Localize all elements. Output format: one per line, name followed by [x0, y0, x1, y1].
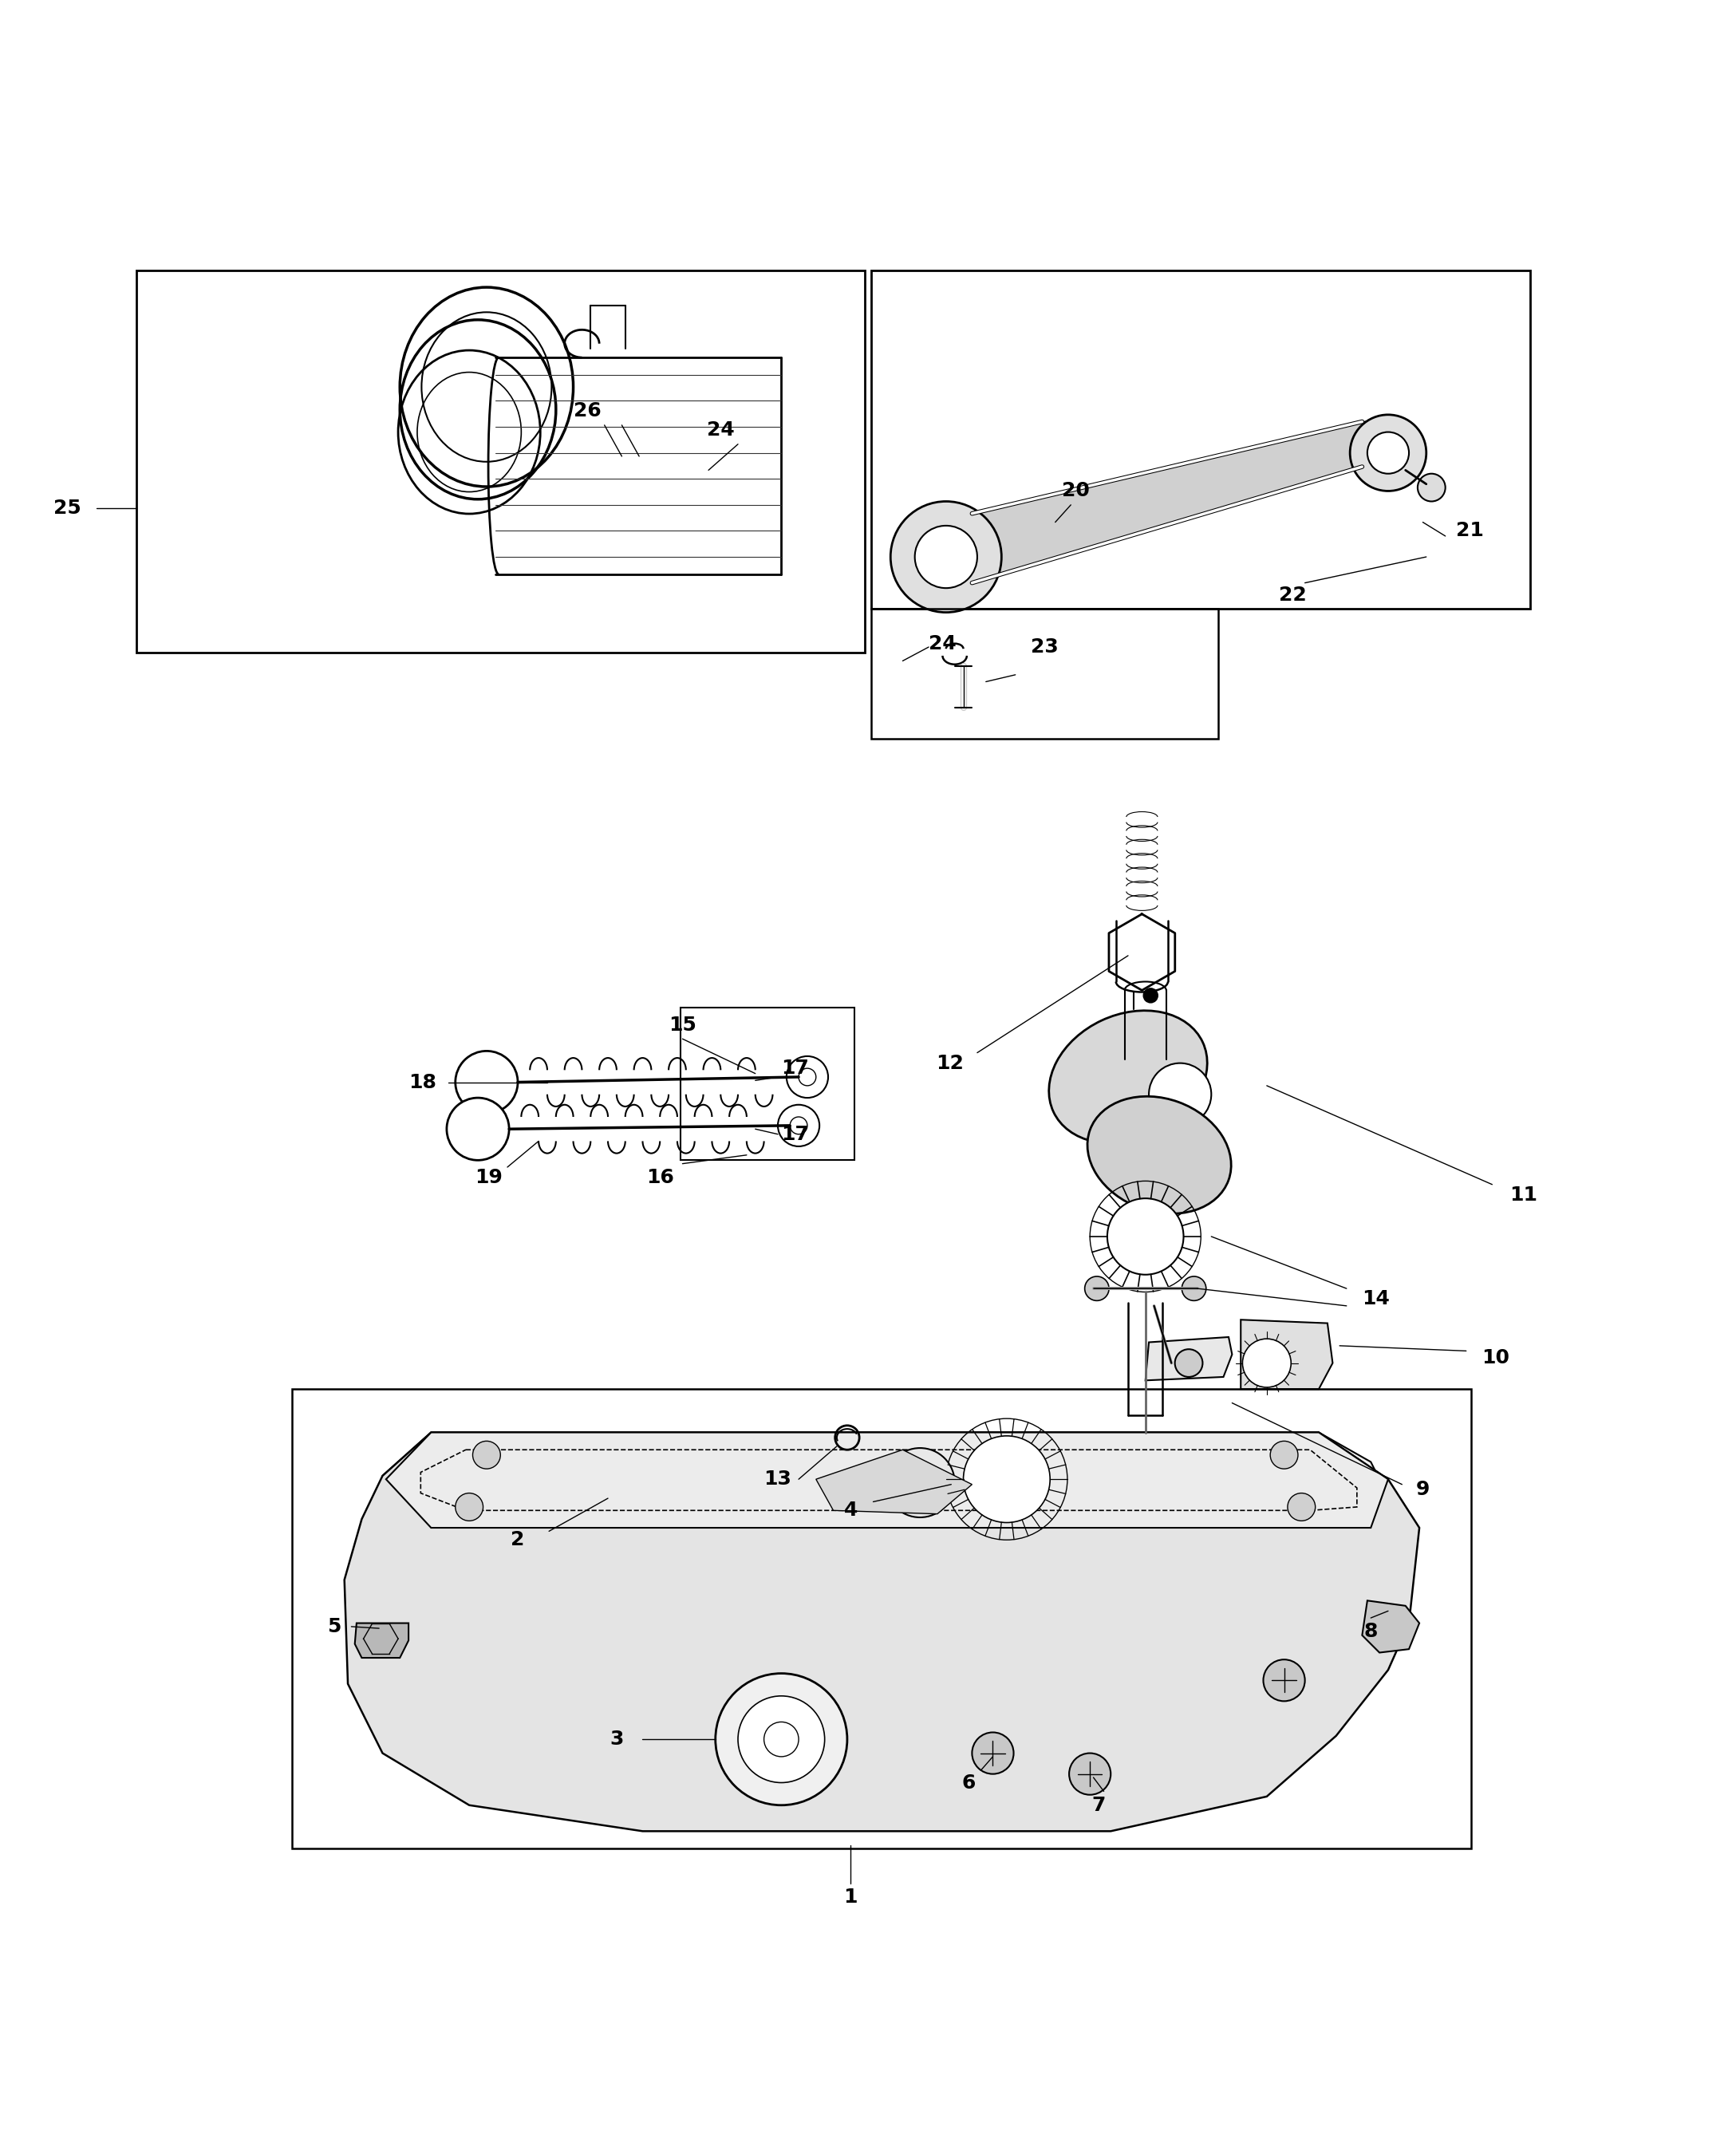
- Text: 10: 10: [1481, 1348, 1510, 1368]
- Circle shape: [1175, 1348, 1203, 1376]
- Polygon shape: [382, 1432, 1389, 1531]
- Circle shape: [1288, 1493, 1316, 1521]
- Circle shape: [1108, 1198, 1184, 1275]
- Circle shape: [972, 1732, 1014, 1775]
- Circle shape: [1264, 1659, 1305, 1702]
- Circle shape: [790, 1118, 807, 1135]
- Text: 25: 25: [54, 500, 82, 517]
- Circle shape: [903, 1465, 937, 1499]
- Text: 13: 13: [764, 1469, 792, 1488]
- Circle shape: [455, 1051, 517, 1114]
- Circle shape: [715, 1674, 847, 1805]
- Circle shape: [1368, 433, 1410, 474]
- Text: 1: 1: [844, 1887, 858, 1906]
- Text: 17: 17: [781, 1060, 809, 1077]
- Circle shape: [472, 1441, 500, 1469]
- Circle shape: [786, 1055, 828, 1099]
- Text: 7: 7: [1092, 1796, 1106, 1816]
- Text: 18: 18: [408, 1073, 436, 1092]
- Bar: [871, 271, 1531, 610]
- Text: 8: 8: [1364, 1622, 1378, 1641]
- Circle shape: [1351, 416, 1427, 491]
- Text: 6: 6: [962, 1773, 976, 1792]
- Circle shape: [1271, 1441, 1299, 1469]
- Ellipse shape: [1049, 1010, 1207, 1144]
- Text: 24: 24: [929, 633, 957, 653]
- Text: 12: 12: [936, 1053, 963, 1073]
- Polygon shape: [344, 1432, 1420, 1831]
- Polygon shape: [1241, 1320, 1333, 1389]
- Circle shape: [1243, 1340, 1292, 1387]
- Text: 19: 19: [474, 1167, 502, 1187]
- Ellipse shape: [1087, 1096, 1231, 1213]
- Circle shape: [963, 1437, 1050, 1523]
- Text: 2: 2: [510, 1529, 524, 1549]
- Bar: [681, 1008, 854, 1161]
- Circle shape: [455, 1493, 483, 1521]
- Text: 26: 26: [573, 401, 601, 420]
- Circle shape: [738, 1695, 825, 1784]
- Text: 16: 16: [646, 1167, 674, 1187]
- Text: 20: 20: [1062, 482, 1090, 500]
- Text: 24: 24: [707, 420, 734, 439]
- Bar: [292, 1389, 1472, 1848]
- Polygon shape: [969, 422, 1366, 584]
- Text: 22: 22: [1279, 586, 1307, 605]
- Circle shape: [1144, 989, 1158, 1002]
- Text: 4: 4: [844, 1501, 858, 1521]
- Circle shape: [915, 526, 977, 588]
- Text: 15: 15: [668, 1015, 696, 1034]
- Text: 23: 23: [1031, 638, 1059, 657]
- Circle shape: [764, 1721, 799, 1758]
- Circle shape: [446, 1099, 509, 1161]
- Text: 17: 17: [781, 1124, 809, 1144]
- Text: 3: 3: [609, 1730, 623, 1749]
- Polygon shape: [385, 1432, 1389, 1527]
- Bar: [137, 271, 865, 653]
- Text: 11: 11: [1509, 1185, 1538, 1204]
- Polygon shape: [816, 1450, 972, 1514]
- Circle shape: [799, 1068, 816, 1086]
- Polygon shape: [1363, 1600, 1420, 1652]
- Text: 14: 14: [1363, 1290, 1391, 1307]
- Polygon shape: [354, 1624, 408, 1659]
- Bar: [871, 610, 1219, 739]
- Text: 21: 21: [1457, 521, 1484, 541]
- Text: 9: 9: [1417, 1480, 1430, 1499]
- Circle shape: [1149, 1064, 1212, 1127]
- Circle shape: [885, 1447, 955, 1516]
- Circle shape: [1418, 474, 1446, 502]
- Circle shape: [891, 502, 1002, 612]
- Polygon shape: [1146, 1338, 1233, 1381]
- Circle shape: [778, 1105, 819, 1146]
- Circle shape: [1182, 1277, 1207, 1301]
- Circle shape: [1069, 1753, 1111, 1794]
- Text: 5: 5: [326, 1618, 340, 1637]
- Circle shape: [1085, 1277, 1109, 1301]
